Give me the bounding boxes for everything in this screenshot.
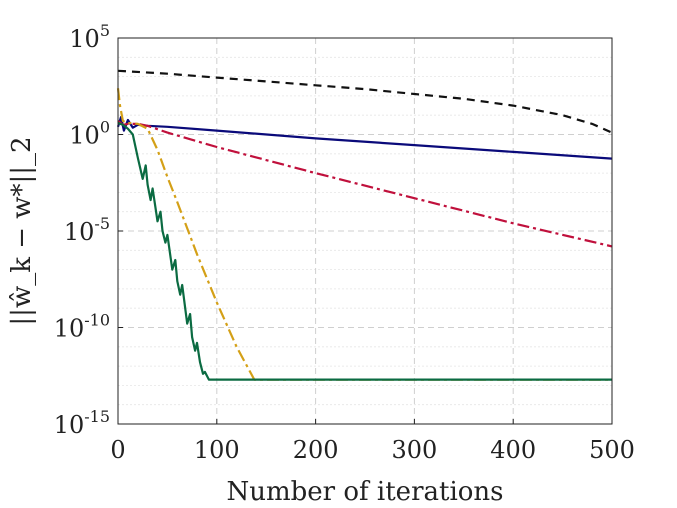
x-tick-label: 100	[194, 436, 240, 464]
x-tick-label: 400	[490, 436, 536, 464]
x-tick-label: 500	[589, 436, 635, 464]
y-tick-label: 10-15	[54, 407, 110, 439]
x-tick-label: 200	[293, 436, 339, 464]
grid	[118, 37, 612, 425]
series-line-1	[117, 69, 613, 134]
y-tick-label: 10-10	[54, 311, 110, 343]
series-line-5	[117, 121, 612, 381]
y-axis-ticks: 105 100 10-5 10-10 10-15	[54, 21, 123, 439]
y-tick-label: 100	[69, 118, 110, 150]
series-line-2	[116, 115, 613, 160]
y-tick-label: 105	[69, 21, 110, 53]
x-tick-label: 300	[391, 436, 437, 464]
y-tick-label: 10-5	[64, 214, 110, 246]
series-group	[116, 69, 613, 381]
x-tick-label: 0	[110, 436, 125, 464]
y-axis-label: ||ŵ_k − w*||_2	[7, 136, 37, 325]
x-axis-label: Number of iterations	[227, 477, 504, 507]
series-line-3	[117, 120, 613, 248]
x-axis-ticks: 0 100 200 300 400 500	[110, 419, 635, 464]
